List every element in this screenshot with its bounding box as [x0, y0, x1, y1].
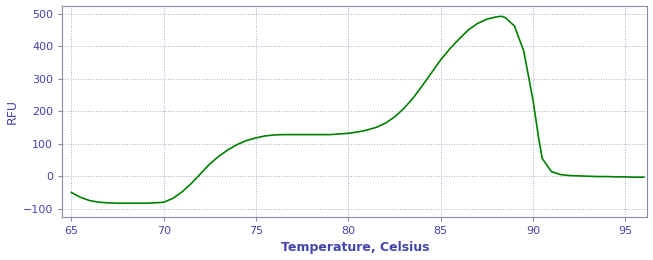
- X-axis label: Temperature, Celsius: Temperature, Celsius: [281, 242, 429, 255]
- Y-axis label: RFU: RFU: [6, 99, 18, 124]
